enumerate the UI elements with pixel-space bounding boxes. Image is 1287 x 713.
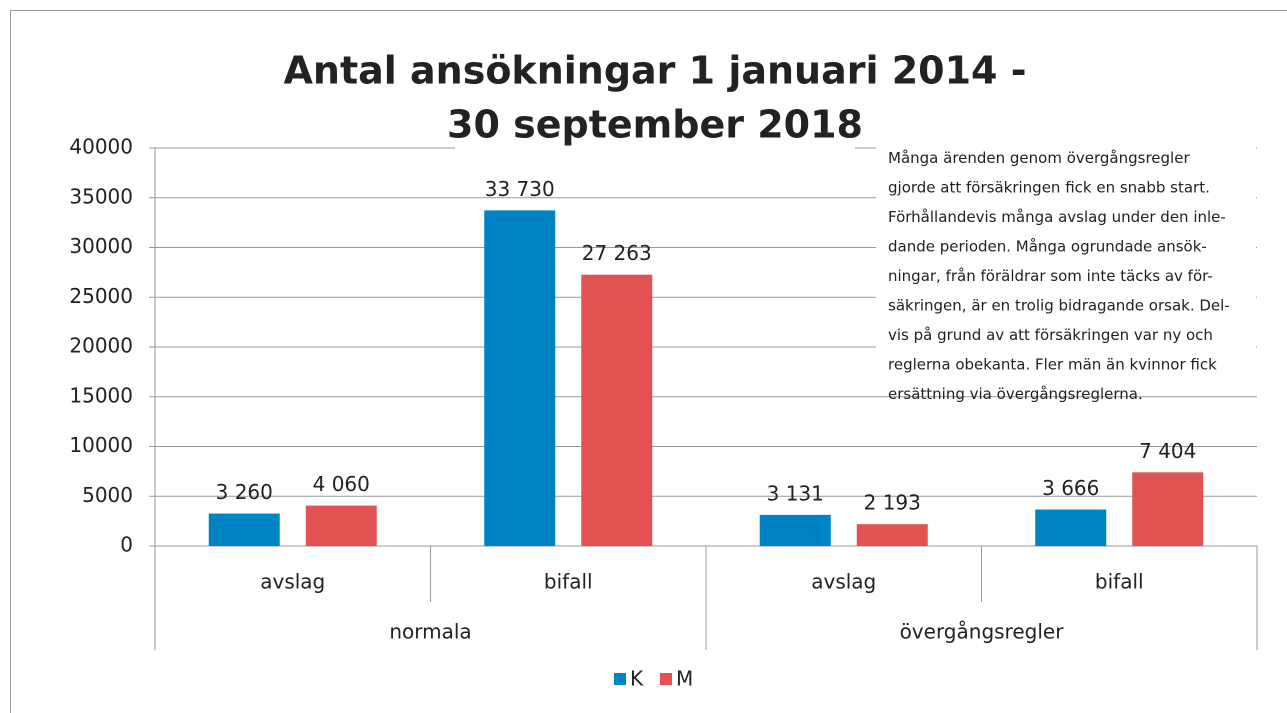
value-label: 27 263 <box>582 241 652 265</box>
legend-swatch <box>660 673 672 685</box>
annotation: gjorde att försäkringen fick en snabb st… <box>888 179 1210 197</box>
annotation: ningar, från föräldrar som inte täcks av… <box>888 267 1213 285</box>
bar <box>484 210 556 546</box>
bar <box>305 505 377 546</box>
value-label: 3 666 <box>1042 476 1099 500</box>
y-tick-label: 30000 <box>69 234 133 258</box>
value-label: 3 131 <box>767 481 824 505</box>
y-tick-label: 40000 <box>69 135 133 159</box>
group-label: övergångsregler <box>900 620 1065 644</box>
y-tick-label: 0 <box>120 533 133 557</box>
title-bg <box>455 105 855 150</box>
y-tick-label: 25000 <box>69 284 133 308</box>
y-tick-label: 35000 <box>69 184 133 208</box>
x-tick-label: avslag <box>260 570 325 594</box>
annotation-bg <box>876 140 1256 385</box>
annotation: ersättning via övergångsreglerna. <box>888 385 1143 403</box>
annotation: Förhållandevis många avslag under den in… <box>888 208 1226 226</box>
value-label: 33 730 <box>485 177 555 201</box>
y-tick-label: 20000 <box>69 334 133 358</box>
x-tick-label: avslag <box>811 570 876 594</box>
chart-title: 30 september 2018 <box>447 103 863 147</box>
annotation: säkringen, är en trolig bidragande orsak… <box>888 297 1230 315</box>
legend-label: K <box>630 667 644 691</box>
annotation: vis på grund av att försäkringen var ny … <box>888 326 1213 344</box>
bar <box>1035 509 1107 546</box>
y-tick-label: 15000 <box>69 383 133 407</box>
annotation: reglerna obekanta. Fler män än kvinnor f… <box>888 356 1217 374</box>
annotation: Många ärenden genom övergångsregler <box>888 149 1190 167</box>
bar <box>856 524 928 546</box>
value-label: 2 193 <box>864 491 921 515</box>
value-label: 7 404 <box>1139 439 1196 463</box>
bar <box>208 513 280 546</box>
value-label: 3 260 <box>216 480 273 504</box>
annotation: dande perioden. Många ogrundade ansök- <box>888 238 1207 256</box>
bar <box>1132 472 1204 546</box>
y-tick-label: 5000 <box>82 483 133 507</box>
y-tick-label: 10000 <box>69 433 133 457</box>
bar <box>581 274 653 546</box>
x-tick-label: bifall <box>544 570 593 594</box>
legend-swatch <box>614 673 626 685</box>
x-tick-label: bifall <box>1095 570 1144 594</box>
group-label: normala <box>389 620 471 644</box>
bar <box>759 514 831 546</box>
chart-title: Antal ansökningar 1 januari 2014 - <box>283 49 1026 93</box>
value-label: 4 060 <box>313 472 370 496</box>
legend-label: M <box>676 667 693 691</box>
